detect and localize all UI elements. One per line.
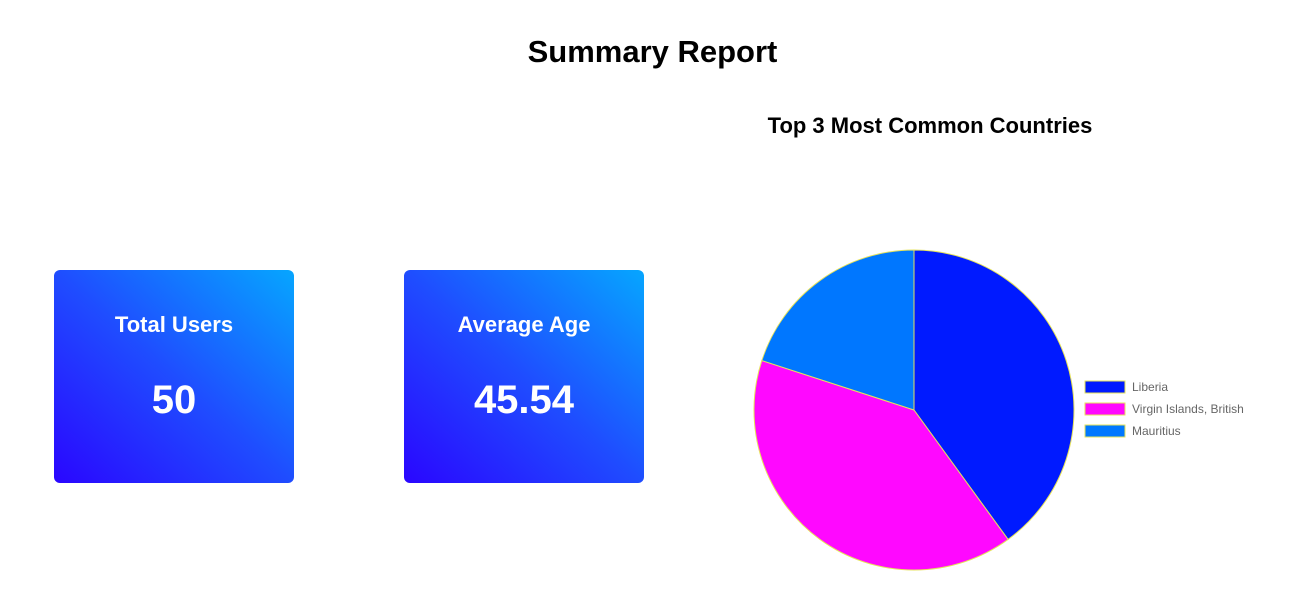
chart-title: Top 3 Most Common Countries xyxy=(767,113,1093,138)
total-users-label: Total Users xyxy=(114,312,234,337)
average-age-label: Average Age xyxy=(457,312,591,337)
legend-swatch-1[interactable] xyxy=(1084,380,1126,394)
legend-swatch-3[interactable] xyxy=(1084,424,1126,438)
pie-slice-3[interactable] xyxy=(761,249,915,411)
pie-slice-2[interactable] xyxy=(753,359,1009,571)
legend-swatch-2[interactable] xyxy=(1084,402,1126,416)
average-age-value: 45.54 xyxy=(473,378,575,422)
legend-label-1[interactable]: Liberia xyxy=(1132,380,1168,394)
legend-label-3[interactable]: Mauritius xyxy=(1132,424,1181,438)
legend-label-2[interactable]: Virgin Islands, British xyxy=(1132,402,1244,416)
total-users-value: 50 xyxy=(151,378,197,422)
pie-slice-1[interactable] xyxy=(913,249,1075,541)
pie-chart: Liberia Virgin Islands, British Mauritius xyxy=(753,249,1244,571)
total-users-card: Total Users 50 xyxy=(54,270,294,483)
page-title: Summary Report xyxy=(527,34,778,69)
average-age-card: Average Age 45.54 xyxy=(404,270,644,483)
